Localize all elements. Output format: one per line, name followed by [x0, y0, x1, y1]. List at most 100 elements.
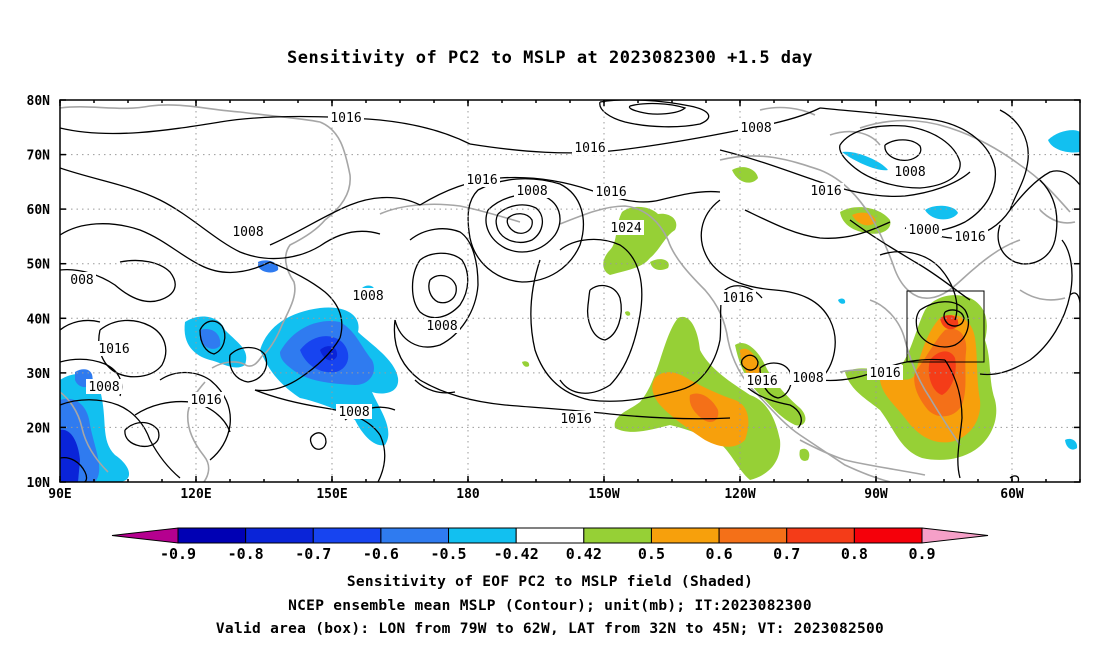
contour-label-bg	[96, 341, 132, 356]
lat-label: 80N	[27, 94, 51, 109]
contour-label-bg	[593, 184, 629, 199]
contour-label-bg	[572, 140, 608, 155]
contour-label-bg	[808, 183, 844, 198]
colorbar-swatch	[312, 527, 382, 544]
contour-label: 1016	[98, 342, 129, 357]
contour-label-bg	[790, 370, 826, 385]
contour-label-group: 1016 1008 1016 1016 1008 1016 1000 1016 008 1008 1…	[68, 110, 988, 427]
colorbar-label: 0.7	[773, 545, 800, 563]
contour-label-bg	[744, 373, 780, 388]
contour-label-bg	[906, 222, 942, 237]
lon-label: 180	[456, 487, 480, 502]
contour-label: 1008	[352, 289, 383, 304]
contour-label-bg	[424, 318, 460, 333]
contour-label: 1016	[560, 412, 591, 427]
colorbar-swatch	[853, 527, 923, 544]
axis-ticks	[59, 99, 1081, 483]
colorbar-swatch	[448, 527, 517, 544]
lon-label: 150W	[588, 487, 619, 502]
colorbar-swatch	[718, 527, 788, 544]
contour-label: 1008	[232, 225, 263, 240]
lon-label: 120W	[724, 487, 755, 502]
mslp-contours	[60, 100, 1080, 482]
contour-label: 1008	[516, 184, 547, 199]
lat-label: 40N	[27, 312, 51, 327]
longitude-labels: 90E 120E 150E 180 150W 120W 90W 60W	[48, 487, 1024, 502]
lat-label: 30N	[27, 367, 51, 382]
colorbar-swatch	[650, 527, 720, 544]
contour-label: 1008	[894, 165, 925, 180]
caption-contour: NCEP ensemble mean MSLP (Contour); unit(…	[288, 598, 812, 614]
lon-label: 90W	[864, 487, 888, 502]
contour-label-bg	[720, 290, 756, 305]
contour-label: 1016	[466, 173, 497, 188]
lon-label: 150E	[316, 487, 347, 502]
contour-label-bg	[350, 288, 386, 303]
colorbar-swatch	[786, 527, 855, 544]
colorbar-label: -0.42	[494, 545, 539, 563]
caption-shading: Sensitivity of EOF PC2 to MSLP field (Sh…	[346, 574, 754, 590]
lat-label: 70N	[27, 149, 51, 164]
contour-label: 1008	[792, 371, 823, 386]
contour-label: 1016	[722, 291, 753, 306]
latitude-labels: 80N 70N 60N 50N 40N 30N 20N 10N	[27, 94, 51, 491]
contour-label: 1008	[338, 405, 369, 420]
contour-label: 1016	[746, 374, 777, 389]
contour-label: 1008	[426, 319, 457, 334]
contour-label: 1008	[88, 380, 119, 395]
contour-label: 008	[70, 273, 93, 288]
lon-label: 120E	[180, 487, 211, 502]
contour-label: 1008	[740, 121, 771, 136]
colorbar-swatch	[583, 527, 652, 544]
contour-label-bg	[68, 272, 96, 287]
colorbar-label: -0.5	[430, 545, 466, 563]
contour-label: 1016	[869, 366, 900, 381]
colorbar-label: 0.5	[638, 545, 665, 563]
contour-label-bg	[738, 120, 774, 135]
contour-label: 1016	[190, 393, 221, 408]
contour-label-bg	[464, 172, 500, 187]
contour-label: 1000	[908, 223, 939, 238]
colorbar-label: -0.6	[363, 545, 399, 563]
colorbar-underflow	[111, 527, 179, 544]
contour-label-bg	[514, 183, 550, 198]
colorbar-label: -0.7	[295, 545, 331, 563]
valid-area-box	[906, 290, 985, 363]
lon-label: 60W	[1000, 487, 1024, 502]
lat-label: 50N	[27, 258, 51, 273]
caption-valid-area: Valid area (box): LON from 79W to 62W, L…	[215, 621, 885, 637]
colorbar-swatch	[515, 527, 585, 544]
colorbar-label: -0.8	[228, 545, 264, 563]
contour-label: 1016	[595, 185, 626, 200]
contour-label-bg	[336, 404, 372, 419]
lat-label: 60N	[27, 203, 51, 218]
contour-label: 1016	[954, 230, 985, 245]
contour-label: 1016	[810, 184, 841, 199]
map-title: Sensitivity of PC2 to MSLP at 2023082300…	[286, 48, 813, 68]
colorbar: -0.9 -0.8 -0.7 -0.6 -0.5 -0.42 0.42 0.5 0.6 0.7 0.…	[111, 527, 989, 563]
contour-label-bg	[328, 110, 364, 125]
colorbar-swatch	[380, 527, 450, 544]
colorbar-label: -0.9	[160, 545, 196, 563]
contour-label-bg	[86, 379, 122, 394]
positive-sensitivity-shading	[522, 167, 997, 480]
contour-label-bg	[558, 411, 594, 426]
colorbar-swatch	[245, 527, 314, 544]
contour-label-bg	[188, 392, 224, 407]
contour-label: 1016	[330, 111, 361, 126]
lat-label: 10N	[27, 476, 51, 491]
lat-label: 20N	[27, 421, 51, 436]
colorbar-label: 0.6	[706, 545, 733, 563]
colorbar-overflow	[921, 527, 989, 544]
colorbar-label: 0.42	[566, 545, 602, 563]
contour-label-bg	[608, 220, 644, 235]
contour-label-bg	[892, 164, 928, 179]
contour-label-bg	[952, 229, 988, 244]
contour-label-bg	[230, 224, 266, 239]
contour-label: 1024	[610, 221, 641, 236]
contour-label-bg	[867, 365, 903, 380]
colorbar-label: 0.8	[841, 545, 868, 563]
colorbar-label: 0.9	[908, 545, 935, 563]
contour-label: 1016	[574, 141, 605, 156]
